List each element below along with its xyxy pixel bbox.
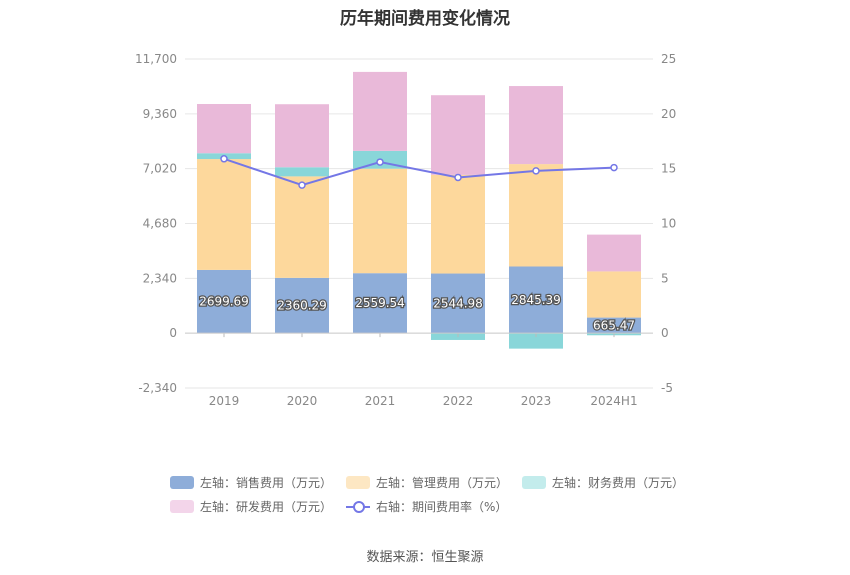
bar-segment xyxy=(353,168,407,274)
bar-segment xyxy=(353,71,407,151)
legend-item[interactable]: 右轴：期间费用率（%） xyxy=(346,498,507,515)
bar-data-label: 2544.98 xyxy=(433,296,483,310)
legend-item[interactable]: 左轴：销售费用（万元） xyxy=(170,474,332,491)
rate-point xyxy=(454,173,462,182)
bar-data-label: 2360.29 xyxy=(277,299,327,313)
y-left-tick-label: -2,340 xyxy=(138,381,177,395)
bar-segment xyxy=(509,164,563,267)
legend-label: 右轴：期间费用率（%） xyxy=(376,499,508,514)
bar-segment xyxy=(509,266,563,334)
y-right-tick-label: 20 xyxy=(661,107,676,121)
y-left-tick-label: 2,340 xyxy=(143,271,177,285)
bar-segment xyxy=(587,234,641,272)
legend-label: 左轴：财务费用（万元） xyxy=(552,475,685,490)
bar-segment xyxy=(197,269,251,334)
x-tick-label: 2023 xyxy=(521,394,552,408)
y-left-tick-label: 9,360 xyxy=(143,107,177,121)
bar-data-label: 2845.39 xyxy=(511,293,561,307)
y-left-tick-label: 7,020 xyxy=(143,162,177,176)
bar-segment xyxy=(197,103,251,154)
legend-label: 左轴：销售费用（万元） xyxy=(200,475,333,490)
rate-line xyxy=(223,157,615,187)
rate-point xyxy=(298,181,306,189)
bar-data-label: 665.47 xyxy=(593,318,635,332)
bar-segment xyxy=(431,273,485,334)
bar-segment xyxy=(197,159,251,270)
legend-swatch xyxy=(522,475,547,489)
bar-segment xyxy=(353,273,407,334)
chart-plot: -2,340 0 2,340 4,680 7,020 9,360 11,700 -5 0 5 10 1… xyxy=(135,52,676,408)
legend-line-swatch xyxy=(346,500,371,513)
legend-row: 左轴：研发费用（万元） 右轴：期间费用率（%） xyxy=(170,494,700,518)
rate-point xyxy=(610,163,618,172)
rate-point xyxy=(220,155,228,163)
x-tick-label: 2020 xyxy=(287,394,318,408)
y-left-tick-label: 11,700 xyxy=(135,52,177,66)
chart-title: 历年期间费用变化情况 xyxy=(340,9,510,29)
x-tick-label: 2021 xyxy=(365,394,396,408)
bar-segment xyxy=(275,167,329,177)
legend-item[interactable]: 左轴：财务费用（万元） xyxy=(522,474,684,491)
bar-segment xyxy=(509,86,563,165)
bar-segment xyxy=(587,271,641,318)
bar-segment xyxy=(275,104,329,168)
legend-swatch xyxy=(170,499,194,513)
legend-label: 左轴：管理费用（万元） xyxy=(376,475,509,490)
legend-label: 左轴：研发费用（万元） xyxy=(200,499,333,514)
legend-item[interactable]: 左轴：管理费用（万元） xyxy=(346,474,508,491)
data-source: 数据来源：恒生聚源 xyxy=(366,550,484,565)
x-tick-label: 2024H1 xyxy=(590,394,637,408)
y-right-tick-label: 15 xyxy=(661,162,676,176)
bar-data-label: 2559.54 xyxy=(355,296,405,310)
rate-point xyxy=(532,167,540,175)
y-right-tick-label: 10 xyxy=(661,217,676,231)
bar-segment xyxy=(431,174,485,274)
chart-legend: 左轴：销售费用（万元） 左轴：管理费用（万元） 左轴：财务费用（万元） 左轴：研发费用… xyxy=(170,470,700,518)
legend-swatch xyxy=(346,475,371,489)
y-left-tick-label: 0 xyxy=(169,326,177,340)
bar-segment xyxy=(275,277,329,334)
rate-point xyxy=(376,158,384,166)
bar-segment xyxy=(431,95,485,175)
legend-item[interactable]: 左轴：研发费用（万元） xyxy=(170,498,332,515)
legend-swatch xyxy=(170,475,194,489)
y-right-tick-label: 5 xyxy=(661,271,669,285)
bar-segment xyxy=(275,176,329,278)
bar-segment xyxy=(587,317,641,334)
x-tick-label: 2019 xyxy=(209,394,240,408)
legend-row: 左轴：销售费用（万元） 左轴：管理费用（万元） 左轴：财务费用（万元） xyxy=(170,470,700,494)
y-right-tick-label: -5 xyxy=(661,381,673,395)
y-right-tick-label: 0 xyxy=(661,326,669,340)
y-left-tick-label: 4,680 xyxy=(143,217,177,231)
y-right-tick-label: 25 xyxy=(661,52,676,66)
bar-data-label: 2699.69 xyxy=(199,295,249,309)
x-tick-label: 2022 xyxy=(443,394,474,408)
bar-segment xyxy=(509,333,563,349)
